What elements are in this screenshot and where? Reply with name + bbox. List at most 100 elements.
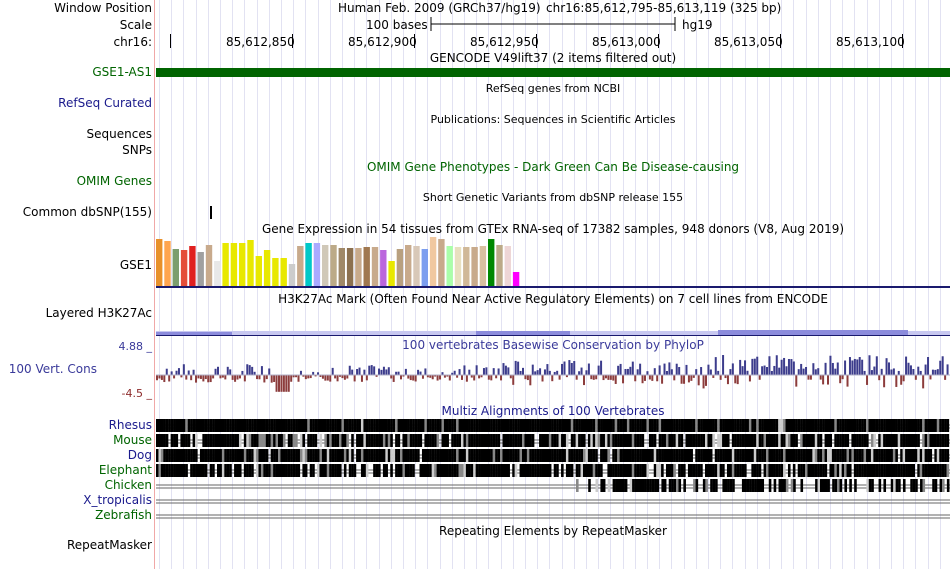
multiz-species-dog[interactable]: Dog (127, 448, 152, 462)
gtex-label[interactable]: GSE1 (119, 258, 152, 272)
gtex-bar[interactable] (263, 250, 271, 286)
gtex-bar[interactable] (297, 246, 304, 286)
multiz-block (763, 419, 767, 432)
repeatmasker-label[interactable]: RepeatMasker (66, 538, 152, 552)
gtex-bar[interactable] (463, 247, 470, 286)
gtex-bar[interactable] (479, 246, 487, 286)
refseq-label[interactable]: RefSeq Curated (58, 96, 152, 110)
multiz-block (212, 419, 215, 432)
gtex-bar[interactable] (230, 243, 238, 286)
gencode-item-label[interactable]: GSE1-AS1 (92, 65, 152, 79)
gtex-bar[interactable] (180, 250, 188, 286)
gtex-bar[interactable] (371, 247, 379, 286)
dbsnp-title[interactable]: Short Genetic Variants from dbSNP releas… (422, 191, 684, 204)
cons-title[interactable]: 100 vertebrates Basewise Conservation by… (402, 338, 704, 352)
gtex-bar[interactable] (488, 239, 495, 286)
gtex-bar[interactable] (388, 261, 395, 286)
gtex-bar[interactable] (405, 245, 412, 286)
sequences-label[interactable]: Sequences (86, 127, 152, 141)
multiz-species-x-tropicalis[interactable]: X_tropicalis (83, 493, 152, 507)
gtex-bar[interactable] (330, 245, 337, 286)
multiz-alignment-blocks[interactable] (0, 0, 950, 519)
gtex-bar[interactable] (413, 246, 420, 286)
h3k27ac-signal[interactable] (0, 0, 950, 340)
multiz-block (592, 419, 596, 432)
gtex-bar-chart[interactable] (0, 0, 950, 300)
multiz-block (863, 434, 867, 447)
gtex-bar[interactable] (313, 243, 321, 286)
gtex-bar[interactable] (205, 245, 213, 286)
gtex-bar[interactable] (454, 247, 462, 286)
publications-title[interactable]: Publications: Sequences in Scientific Ar… (430, 113, 676, 126)
cons-bar (766, 367, 768, 375)
multiz-species-elephant[interactable]: Elephant (98, 463, 152, 477)
omim-label[interactable]: OMIM Genes (76, 174, 152, 188)
multiz-block (583, 419, 586, 432)
repeatmasker-title[interactable]: Repeating Elements by RepeatMasker (439, 524, 667, 538)
multiz-species-mouse[interactable]: Mouse (113, 433, 152, 447)
cons-wiggle[interactable] (0, 0, 950, 410)
dbsnp-label[interactable]: Common dbSNP(155) (22, 205, 152, 219)
gtex-bar[interactable] (512, 272, 520, 286)
gtex-bar[interactable] (172, 249, 179, 286)
gtex-bar[interactable] (338, 248, 345, 286)
gtex-bar[interactable] (239, 243, 246, 286)
refseq-title[interactable]: RefSeq genes from NCBI (485, 82, 621, 95)
gtex-bar[interactable] (322, 245, 329, 286)
gtex-bar[interactable] (363, 247, 370, 286)
gtex-bar[interactable] (496, 245, 503, 286)
multiz-block (880, 434, 884, 447)
multiz-block (160, 419, 164, 432)
multiz-block (578, 449, 581, 462)
gtex-bar[interactable] (438, 239, 445, 286)
h3k27ac-label[interactable]: Layered H3K27Ac (45, 306, 152, 320)
multiz-block (780, 479, 784, 492)
gtex-bar[interactable] (429, 237, 437, 286)
gtex-bar[interactable] (272, 258, 279, 286)
gtex-bar[interactable] (214, 261, 221, 286)
gtex-bar[interactable] (156, 239, 163, 286)
gtex-bar[interactable] (255, 256, 262, 286)
cons-label[interactable]: 100 Vert. Cons (8, 362, 97, 376)
grid-line (708, 0, 709, 569)
multiz-block (409, 419, 413, 432)
gtex-bar[interactable] (247, 240, 254, 286)
gtex-bar[interactable] (164, 241, 171, 286)
gtex-bar[interactable] (197, 252, 204, 286)
gtex-bar[interactable] (446, 246, 453, 286)
gtex-bar[interactable] (189, 246, 196, 286)
multiz-block (641, 449, 645, 462)
gtex-bar[interactable] (380, 250, 387, 286)
gtex-bar[interactable] (471, 247, 478, 286)
multiz-species-zebrafish[interactable]: Zebrafish (95, 508, 152, 522)
multiz-title[interactable]: Multiz Alignments of 100 Vertebrates (441, 404, 665, 418)
gtex-bar[interactable] (396, 249, 404, 286)
multiz-block (519, 464, 523, 477)
gtex-bar[interactable] (504, 246, 511, 286)
gencode-gene-bar[interactable] (156, 68, 950, 77)
multiz-block (766, 449, 769, 462)
multiz-species-rhesus[interactable]: Rhesus (108, 418, 152, 432)
snps-label[interactable]: SNPs (122, 143, 152, 157)
gencode-title[interactable]: GENCODE V49lift37 (2 items filtered out) (429, 51, 677, 65)
gtex-bar[interactable] (280, 258, 287, 286)
omim-title[interactable]: OMIM Gene Phenotypes - Dark Green Can Be… (366, 160, 740, 174)
gtex-bar[interactable] (346, 248, 354, 286)
multiz-block (831, 464, 835, 477)
gtex-bar[interactable] (288, 264, 296, 286)
multiz-block (290, 449, 293, 462)
multiz-block (192, 449, 196, 462)
h3k27ac-title[interactable]: H3K27Ac Mark (Often Found Near Active Re… (278, 292, 828, 306)
gtex-bar[interactable] (222, 243, 229, 286)
multiz-block (339, 464, 342, 477)
gtex-bar[interactable] (305, 243, 312, 286)
gtex-title[interactable]: Gene Expression in 54 tissues from GTEx … (261, 222, 845, 236)
multiz-block (717, 419, 720, 432)
multiz-block (304, 464, 308, 477)
multiz-block (443, 419, 447, 432)
multiz-species-chicken[interactable]: Chicken (104, 478, 152, 492)
gtex-bar[interactable] (421, 249, 428, 286)
dbsnp-variant-mark[interactable] (210, 206, 212, 219)
multiz-block (158, 449, 162, 462)
gtex-bar[interactable] (355, 248, 362, 286)
